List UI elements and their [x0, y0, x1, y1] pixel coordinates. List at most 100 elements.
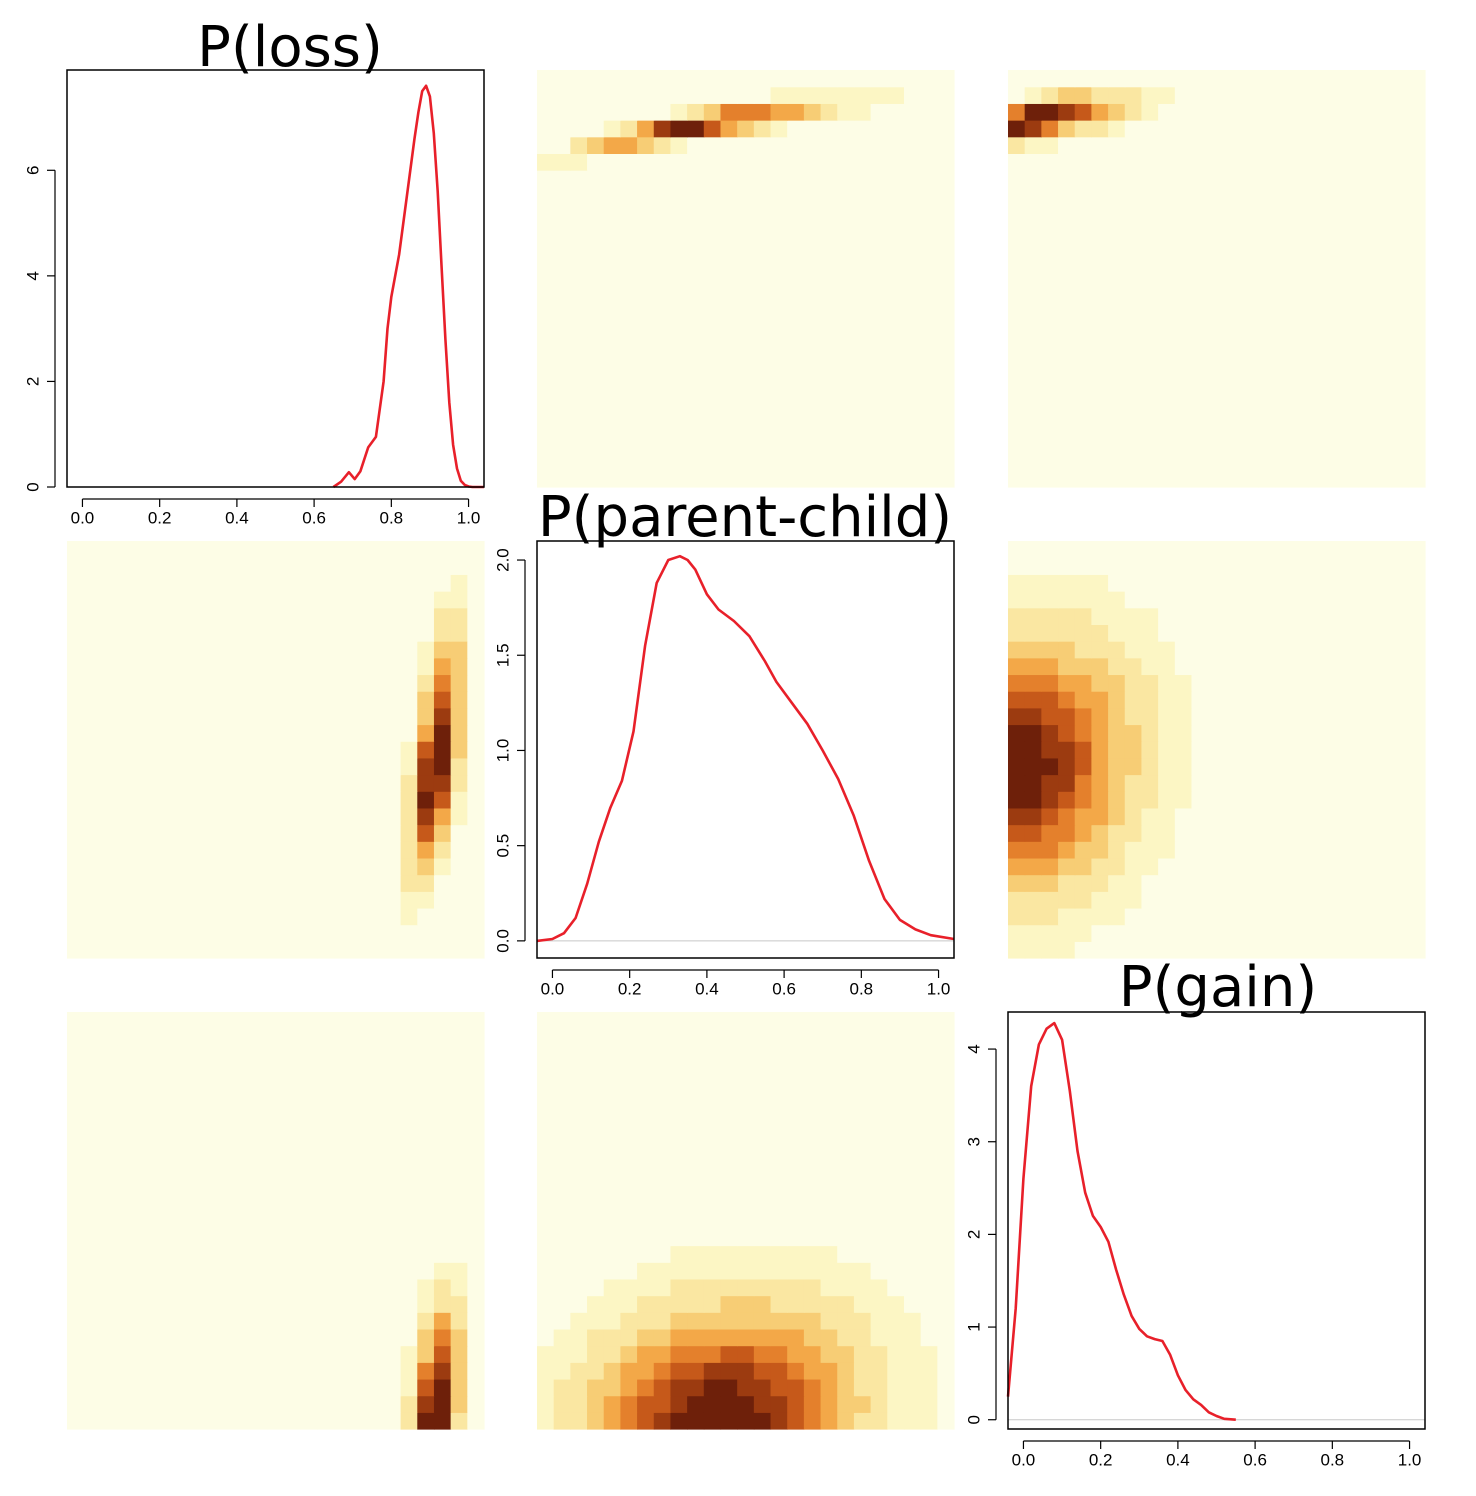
heatmap-cell [1291, 691, 1309, 709]
heatmap-cell [537, 1162, 555, 1180]
heatmap-cell [937, 453, 955, 471]
heatmap-cell [1308, 791, 1326, 809]
heatmap-cell [653, 1162, 672, 1180]
heatmap-cell [200, 941, 218, 959]
heatmap-cell [1358, 674, 1376, 692]
heatmap-cell [820, 1345, 838, 1363]
heatmap-cell [467, 1228, 485, 1247]
heatmap-cell [1041, 857, 1059, 876]
heatmap-cell [467, 874, 485, 892]
heatmap-cell [603, 336, 621, 355]
heatmap-cell [1208, 253, 1226, 271]
heatmap-cell [1141, 353, 1159, 371]
heatmap-cell [1291, 624, 1309, 642]
heatmap-cell [350, 1412, 368, 1430]
x-tick-label: 0.2 [1089, 1450, 1113, 1469]
heatmap-cell [1274, 186, 1293, 205]
heatmap-cell [233, 774, 252, 792]
heatmap-cell [1108, 286, 1126, 305]
heatmap-cell [267, 1312, 285, 1330]
heatmap-cell [803, 1078, 822, 1096]
heatmap-cell [1091, 303, 1109, 321]
heatmap-cell [1408, 86, 1426, 104]
heatmap-cell [333, 841, 352, 859]
heatmap-cell [1191, 857, 1209, 876]
heatmap-cell [1208, 657, 1226, 676]
heatmap-cell [83, 624, 101, 642]
heatmap-cell [417, 924, 435, 942]
heatmap-cell [283, 674, 302, 692]
heatmap-cell [753, 1212, 772, 1230]
heatmap-cell [537, 120, 555, 138]
heatmap-cell [753, 153, 772, 171]
heatmap-cell [1258, 386, 1276, 405]
heatmap-cell [703, 1228, 722, 1247]
heatmap-cell [250, 557, 268, 575]
heatmap-cell [1358, 857, 1376, 876]
heatmap-cell [100, 741, 118, 759]
heatmap-cell [1274, 874, 1293, 892]
heatmap-cell [1174, 824, 1193, 842]
heatmap-cell [217, 574, 235, 592]
heatmap-cell [450, 924, 468, 942]
heatmap-cell [603, 1128, 621, 1147]
heatmap-cell [133, 1078, 151, 1096]
heatmap-cell [687, 303, 705, 321]
heatmap-cell [1058, 470, 1076, 488]
heatmap-cell [1408, 336, 1426, 355]
heatmap-cell [383, 857, 402, 876]
heatmap-cell [837, 136, 855, 154]
heatmap-cell [720, 1262, 738, 1280]
heatmap-cell [67, 807, 85, 826]
heatmap-cell [67, 1395, 85, 1413]
heatmap-cell [267, 841, 285, 859]
y-tick-label: 0.0 [493, 929, 512, 953]
heatmap-cell [267, 724, 285, 742]
heatmap-cell [603, 1262, 621, 1280]
heatmap-cell [803, 103, 822, 121]
heatmap-cell [670, 1412, 688, 1430]
heatmap-cell [217, 1312, 235, 1330]
heatmap-cell [1058, 624, 1076, 642]
heatmap-cell [1408, 857, 1426, 876]
heatmap-cell [333, 1212, 352, 1230]
heatmap-cell [653, 1212, 672, 1230]
heatmap-cell [1191, 86, 1209, 104]
heatmap-cell [467, 691, 485, 709]
heatmap-cell [383, 774, 402, 792]
heatmap-cell [820, 336, 838, 355]
heatmap-cell [1024, 420, 1042, 438]
heatmap-cell [183, 1078, 202, 1096]
heatmap-cell [1191, 791, 1209, 809]
heatmap-cell [737, 1145, 755, 1163]
heatmap-cell [100, 807, 118, 826]
heatmap-cell [687, 1178, 705, 1197]
heatmap-cell [1308, 336, 1326, 355]
heatmap-cell [433, 557, 452, 575]
heatmap-cell [1241, 120, 1259, 138]
heatmap-cell [1024, 707, 1042, 726]
heatmap-cell [1174, 557, 1193, 575]
heatmap-cell [1024, 824, 1042, 842]
heatmap-cell [417, 1012, 435, 1030]
heatmap-cell [587, 1395, 605, 1413]
heatmap-cell [400, 641, 418, 659]
heatmap-cell [887, 1095, 905, 1113]
heatmap-cell [837, 470, 855, 488]
heatmap-cell [1308, 874, 1326, 892]
heatmap-cell [1324, 607, 1343, 625]
heatmap-cell [1091, 924, 1109, 942]
heatmap-cell [870, 270, 888, 288]
heatmap-cell [333, 807, 352, 826]
heatmap-cell [200, 607, 218, 625]
heatmap-cell [1074, 707, 1092, 726]
heatmap-cell [1174, 841, 1193, 859]
heatmap-cell [670, 1045, 688, 1063]
heatmap-cell [887, 320, 905, 338]
heatmap-cell [1058, 320, 1076, 338]
heatmap-cell [1291, 641, 1309, 659]
heatmap-cell [1024, 807, 1042, 826]
heatmap-cell [1091, 470, 1109, 488]
heatmap-cell [1391, 807, 1409, 826]
heatmap-cell [1391, 941, 1409, 959]
